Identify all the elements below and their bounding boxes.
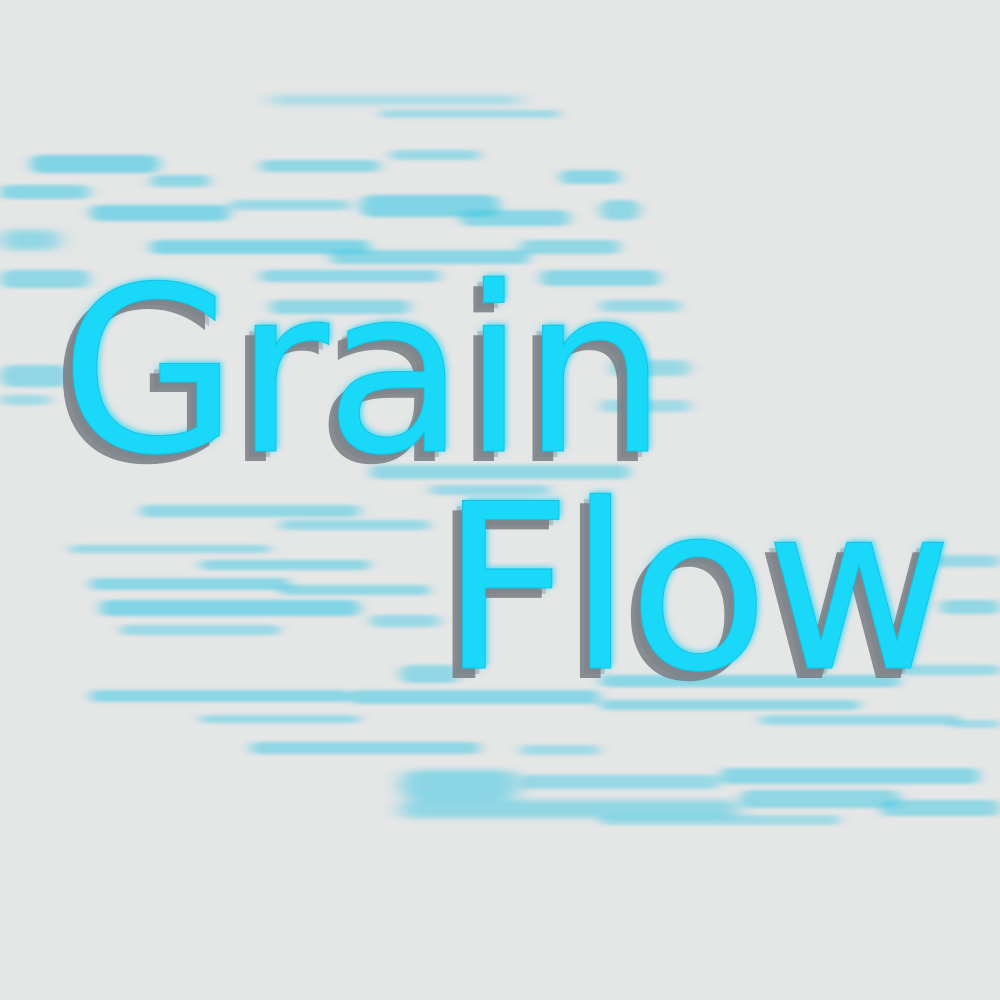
- grain-streak: [0, 185, 90, 199]
- grain-streak: [270, 300, 410, 314]
- grain-streak: [0, 365, 70, 387]
- grain-streak: [460, 210, 570, 226]
- grain-streak: [760, 715, 960, 725]
- grain-streak: [100, 600, 360, 616]
- grain-streak: [270, 95, 520, 105]
- grain-streak: [600, 675, 900, 687]
- grain-streak: [90, 205, 230, 221]
- grain-streak: [330, 250, 530, 264]
- grain-streak: [400, 665, 460, 683]
- grain-streak: [90, 690, 350, 702]
- grain-streak: [260, 270, 440, 282]
- grain-streak: [430, 485, 550, 495]
- grain-streak: [230, 200, 350, 210]
- grain-streak: [390, 150, 480, 160]
- grain-streak: [900, 665, 1000, 675]
- grain-streak: [520, 745, 600, 755]
- grain-streak: [940, 600, 1000, 614]
- grain-streak: [600, 300, 680, 312]
- grain-streak: [0, 270, 90, 288]
- grain-streak: [250, 742, 480, 754]
- grain-streak: [520, 775, 720, 789]
- grain-streak: [950, 720, 1000, 728]
- grain-streak: [30, 155, 160, 173]
- grain-streak: [600, 200, 640, 220]
- grain-streak: [740, 790, 900, 808]
- grain-streak: [70, 545, 270, 553]
- title-line-grain: Grain: [59, 239, 667, 506]
- grain-streak: [260, 160, 380, 172]
- grain-streak: [880, 800, 1000, 816]
- grain-streak: [400, 770, 520, 800]
- grain-streak: [540, 270, 660, 286]
- title-line-flow: Flow: [439, 456, 953, 723]
- grain-streak: [380, 110, 560, 118]
- grain-streak: [140, 505, 360, 517]
- grain-streak: [600, 400, 690, 412]
- grain-streak: [370, 465, 630, 479]
- grain-streak: [280, 585, 430, 595]
- grain-streak: [610, 360, 690, 376]
- grain-streak: [720, 768, 980, 784]
- grain-streak: [200, 560, 370, 570]
- grain-streak: [200, 715, 360, 723]
- grain-streak: [120, 625, 280, 635]
- grain-streak: [90, 578, 290, 590]
- grain-streak: [150, 240, 370, 254]
- grain-streak: [350, 690, 600, 704]
- grain-streak: [920, 555, 1000, 567]
- grain-streak: [0, 395, 50, 405]
- grain-streak: [600, 700, 860, 710]
- grain-streak: [370, 615, 440, 627]
- grain-streak: [0, 230, 60, 250]
- grain-streak: [560, 170, 620, 184]
- grain-streak: [280, 520, 430, 530]
- grain-streak: [400, 800, 740, 818]
- grain-streak: [150, 175, 210, 187]
- grain-streak: [520, 240, 620, 254]
